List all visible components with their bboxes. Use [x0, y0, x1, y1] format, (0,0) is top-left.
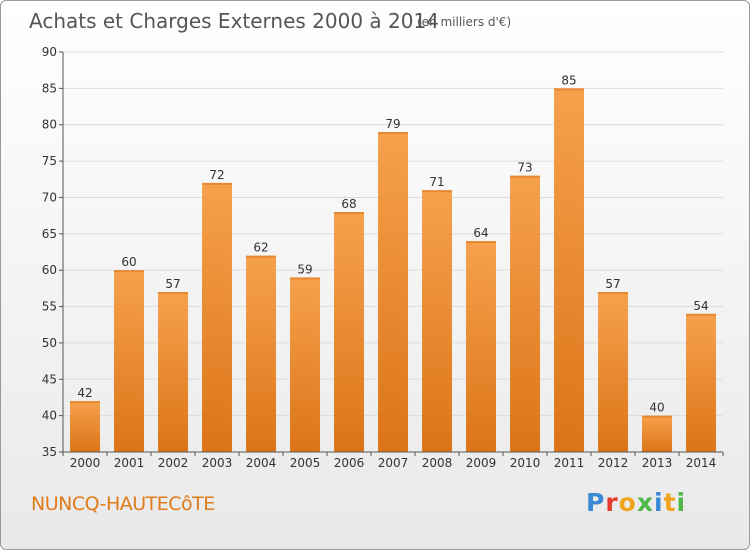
value-label-2012: 57 [605, 277, 620, 291]
bar-top-edge [202, 182, 232, 185]
y-tick-label: 50 [42, 336, 57, 350]
y-tick-label: 65 [42, 227, 57, 241]
value-label-2000: 42 [77, 386, 92, 400]
x-tick-label-2014: 2014 [686, 456, 717, 470]
x-tick-label-2003: 2003 [202, 456, 233, 470]
y-tick-label: 40 [42, 409, 57, 423]
x-tick-label-2013: 2013 [642, 456, 673, 470]
bars [70, 88, 716, 453]
x-tick-label-2000: 2000 [70, 456, 101, 470]
bar-2002 [158, 292, 188, 452]
y-tick-label: 55 [42, 300, 57, 314]
bar-top-edge [290, 277, 320, 280]
bar-top-edge [422, 190, 452, 193]
y-tick-label: 90 [42, 45, 57, 59]
value-label-2005: 59 [297, 262, 312, 276]
bar-top-edge [466, 241, 496, 244]
bar-top-edge [686, 313, 716, 316]
bar-2012 [598, 292, 628, 452]
value-label-2001: 60 [121, 255, 136, 269]
value-label-2010: 73 [517, 161, 532, 175]
logo-letter: x [636, 488, 654, 517]
bar-2008 [422, 190, 452, 452]
value-label-2013: 40 [649, 401, 664, 415]
bar-top-edge [378, 132, 408, 134]
y-tick-label: 85 [42, 81, 57, 95]
x-tick-label-2001: 2001 [114, 456, 145, 470]
labels: 35 40 45 50 55 60 65 70 75 80 85 90 42 2000 60 2001 57 20… [42, 45, 717, 470]
bar-top-edge [334, 212, 364, 214]
bar-2014 [686, 313, 716, 452]
bar-top-edge [554, 88, 584, 91]
value-label-2003: 72 [209, 168, 224, 182]
y-tick-label: 80 [42, 118, 57, 132]
y-tick-label: 35 [42, 445, 57, 459]
value-label-2011: 85 [561, 73, 576, 87]
logo-letter: i [654, 488, 664, 517]
bar-2011 [554, 88, 584, 452]
bar-2005 [290, 277, 320, 452]
x-tick-label-2007: 2007 [378, 456, 409, 470]
bar-2007 [378, 132, 408, 452]
logo-letter: o [618, 488, 637, 517]
proxiti-logo: Proxiti [586, 488, 686, 517]
bar-top-edge [246, 255, 276, 258]
bar-2003 [202, 182, 232, 452]
bar-top-edge [510, 175, 540, 178]
y-tick-label: 70 [42, 190, 57, 204]
value-label-2006: 68 [341, 197, 356, 211]
x-tick-label-2010: 2010 [510, 456, 541, 470]
bar-2000 [70, 401, 100, 452]
bar-top-edge [70, 401, 100, 404]
chart-unit: (en milliers d'€) [417, 15, 511, 29]
x-tick-label-2011: 2011 [554, 456, 585, 470]
logo-letter: P [586, 488, 606, 517]
value-label-2004: 62 [253, 241, 268, 255]
x-tick-label-2009: 2009 [466, 456, 497, 470]
bar-2010 [510, 175, 540, 453]
bar-top-edge [598, 292, 628, 294]
bar-top-edge [114, 270, 144, 273]
place-name: NUNCQ-HAUTECôTE [31, 493, 215, 515]
y-tick-label: 60 [42, 263, 57, 277]
logo-letter: r [605, 488, 619, 517]
bar-top-edge [642, 415, 672, 418]
value-label-2008: 71 [429, 175, 444, 189]
bar-2001 [114, 270, 144, 452]
value-label-2002: 57 [165, 277, 180, 291]
x-tick-label-2002: 2002 [158, 456, 189, 470]
x-tick-label-2005: 2005 [290, 456, 321, 470]
y-tick-label: 75 [42, 154, 57, 168]
value-label-2014: 54 [693, 299, 708, 313]
bar-top-edge [158, 292, 188, 294]
axes [59, 51, 724, 456]
y-tick-label: 45 [42, 372, 57, 386]
x-tick-label-2006: 2006 [334, 456, 365, 470]
x-tick-label-2008: 2008 [422, 456, 453, 470]
logo-letter: i [676, 488, 687, 517]
logo-letter: t [663, 488, 677, 517]
value-label-2007: 79 [385, 117, 400, 131]
bar-2004 [246, 255, 276, 452]
value-label-2009: 64 [473, 226, 488, 240]
x-tick-label-2012: 2012 [598, 456, 629, 470]
bar-2006 [334, 212, 364, 452]
chart-title: Achats et Charges Externes 2000 à 2014 [29, 9, 439, 33]
bar-2013 [642, 415, 672, 452]
bar-2009 [466, 241, 496, 452]
x-tick-label-2004: 2004 [246, 456, 277, 470]
